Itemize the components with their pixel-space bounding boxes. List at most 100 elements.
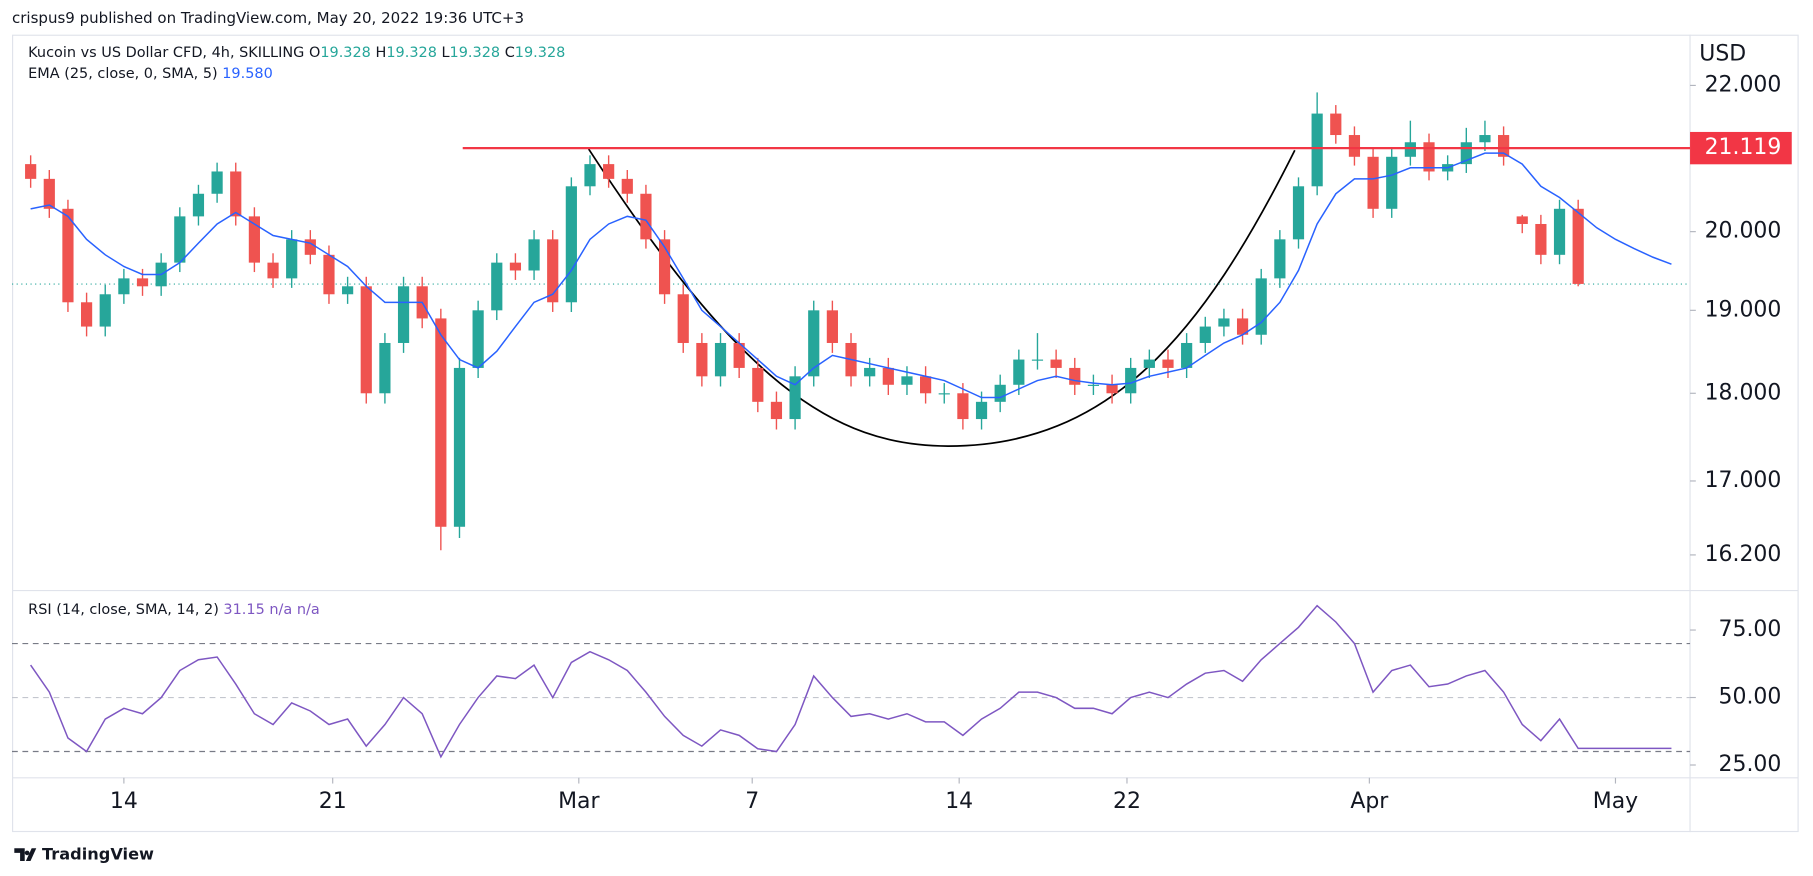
candle-body bbox=[509, 262, 522, 271]
candle-body bbox=[118, 278, 130, 295]
candle-body bbox=[1479, 135, 1491, 143]
candle-body bbox=[174, 216, 186, 263]
candle-body bbox=[770, 401, 783, 420]
candle-body bbox=[99, 294, 111, 327]
rsi-name: RSI (14, close, SMA, 14, 2) bbox=[28, 602, 219, 618]
candle-body bbox=[1460, 142, 1472, 165]
y-tick-label: 22.000 bbox=[1705, 72, 1782, 97]
candle-body bbox=[920, 376, 932, 394]
candle-body bbox=[491, 262, 503, 311]
x-tick-label: May bbox=[1593, 789, 1638, 814]
candle-body bbox=[752, 367, 764, 402]
candle-body bbox=[136, 278, 149, 287]
candle-body bbox=[1087, 384, 1100, 386]
candle-body bbox=[1218, 318, 1230, 327]
rsi-y-tick-label: 75.00 bbox=[1719, 617, 1782, 642]
candle-body bbox=[1498, 135, 1510, 157]
candle-body bbox=[621, 178, 633, 194]
y-axis-label: USD bbox=[1699, 41, 1746, 66]
rsi-extra: n/a bbox=[297, 602, 320, 618]
candle-body bbox=[1255, 278, 1267, 335]
candle-body bbox=[379, 342, 391, 394]
candle-body bbox=[677, 294, 689, 343]
chart-frame bbox=[12, 34, 1799, 833]
candle-body bbox=[286, 239, 298, 279]
x-tick-label: 14 bbox=[110, 789, 138, 814]
candle-body bbox=[1162, 359, 1174, 368]
candle-body bbox=[1330, 113, 1342, 136]
candle-body bbox=[1535, 223, 1547, 255]
candle-body bbox=[323, 254, 335, 295]
candle-body bbox=[1553, 208, 1566, 255]
candle-body bbox=[1199, 326, 1211, 343]
candle-body bbox=[975, 401, 988, 420]
rsi-extra: n/a bbox=[269, 602, 292, 618]
candle-body bbox=[714, 342, 727, 377]
candle-body bbox=[826, 310, 838, 343]
candle-body bbox=[901, 376, 913, 385]
legend-row: RSI (14, close, SMA, 14, 2) 31.15 n/a n/a bbox=[28, 602, 320, 618]
candle-body bbox=[360, 286, 372, 394]
candle-body bbox=[230, 171, 242, 217]
candle-body bbox=[1348, 135, 1361, 157]
rsi-line bbox=[29, 604, 1672, 759]
x-tick-label: Apr bbox=[1350, 789, 1389, 814]
cup-pattern bbox=[587, 148, 1296, 447]
candle-body bbox=[304, 239, 316, 255]
candle-body bbox=[1050, 359, 1062, 368]
candle-body bbox=[1404, 142, 1416, 157]
ohlc-label: C bbox=[505, 45, 515, 61]
candle-body bbox=[1031, 359, 1044, 361]
publish-info: crispus9 published on TradingView.com, M… bbox=[12, 9, 524, 27]
candle-body bbox=[211, 171, 223, 194]
candle-body bbox=[1106, 384, 1118, 394]
rsi-y-tick-label: 25.00 bbox=[1719, 752, 1782, 777]
candle-body bbox=[342, 286, 354, 295]
candle-body bbox=[43, 178, 55, 209]
legend-row: Kucoin vs US Dollar CFD, 4h, SKILLING O19… bbox=[28, 45, 565, 61]
ema-line bbox=[30, 152, 1672, 399]
y-tick-label: 18.000 bbox=[1705, 380, 1782, 405]
ohlc-label: H bbox=[376, 45, 387, 61]
candle-body bbox=[248, 216, 260, 263]
y-tick-label: 17.000 bbox=[1705, 468, 1782, 493]
candle-body bbox=[1386, 156, 1398, 209]
x-tick-label: Mar bbox=[558, 789, 600, 814]
candle-body bbox=[1143, 359, 1155, 368]
candle-body bbox=[472, 310, 484, 368]
ohlc-value: 19.328 bbox=[450, 45, 501, 61]
candle-body bbox=[808, 310, 820, 377]
ohlc-value: 19.328 bbox=[515, 45, 566, 61]
ohlc-value: 19.328 bbox=[386, 45, 437, 61]
x-tick-label: 22 bbox=[1113, 789, 1141, 814]
candle-body bbox=[547, 239, 559, 303]
candle-body bbox=[603, 164, 615, 179]
candle-body bbox=[658, 239, 671, 295]
ohlc-label: O bbox=[309, 45, 320, 61]
x-tick-label: 21 bbox=[319, 789, 347, 814]
y-tick-label: 16.200 bbox=[1705, 542, 1782, 567]
resistance-price-label: 21.119 bbox=[1705, 135, 1782, 160]
rsi-y-tick-label: 50.00 bbox=[1719, 685, 1782, 710]
candle-body bbox=[864, 367, 876, 377]
candle-body bbox=[957, 393, 969, 420]
candle-body bbox=[696, 342, 708, 377]
candle-body bbox=[938, 393, 950, 395]
candle-body bbox=[397, 286, 410, 343]
candle-body bbox=[62, 208, 74, 303]
candle-body bbox=[789, 376, 801, 420]
x-tick-label: 7 bbox=[745, 789, 759, 814]
candle-body bbox=[1069, 367, 1081, 385]
footer-logo: TradingView bbox=[14, 845, 154, 864]
candle-body bbox=[1423, 142, 1435, 172]
candle-body bbox=[1125, 367, 1137, 394]
footer-brand: TradingView bbox=[42, 845, 154, 864]
ema-name: EMA (25, close, 0, SMA, 5) bbox=[28, 66, 217, 82]
candle-body bbox=[1181, 342, 1193, 368]
ohlc-value: 19.328 bbox=[320, 45, 371, 61]
candle-body bbox=[565, 186, 577, 303]
x-tick-label: 14 bbox=[945, 789, 973, 814]
candle-body bbox=[994, 384, 1006, 402]
candle-body bbox=[528, 239, 540, 271]
